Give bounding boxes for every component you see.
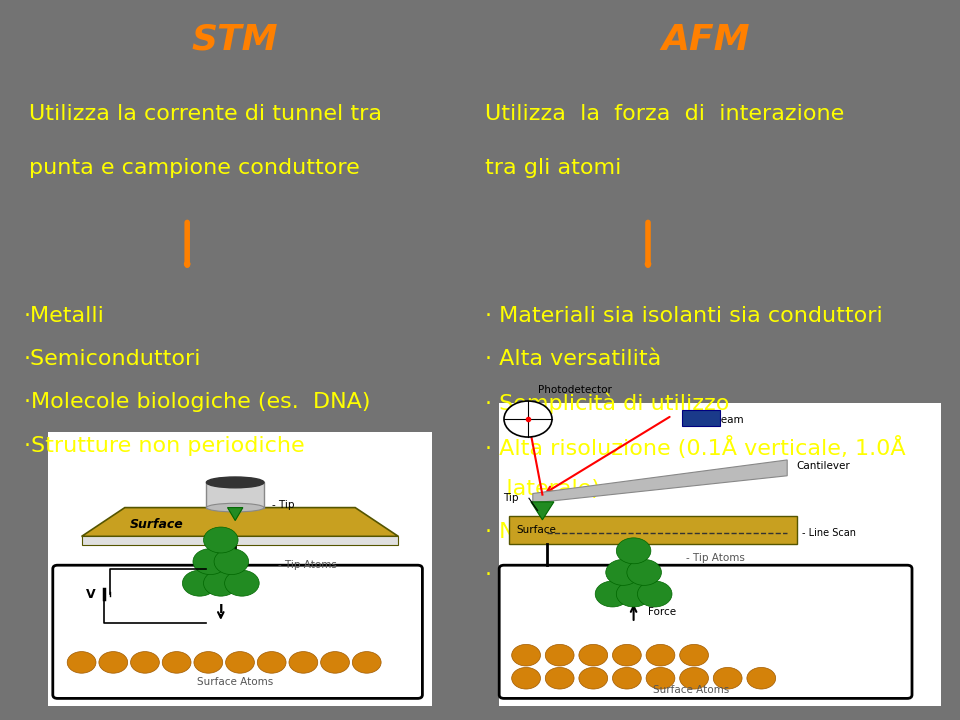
FancyBboxPatch shape (499, 565, 912, 698)
Circle shape (214, 549, 249, 575)
Text: punta e campione conduttore: punta e campione conduttore (29, 158, 360, 179)
Ellipse shape (206, 477, 264, 488)
Text: Utilizza  la  forza  di  interazione: Utilizza la forza di interazione (485, 104, 844, 125)
Text: - Tip Atoms: - Tip Atoms (686, 553, 745, 563)
Circle shape (289, 652, 318, 673)
Polygon shape (82, 508, 398, 536)
Circle shape (321, 652, 349, 673)
Text: · Materiali sia isolanti sia conduttori: · Materiali sia isolanti sia conduttori (485, 306, 882, 326)
FancyBboxPatch shape (682, 410, 720, 426)
Circle shape (352, 652, 381, 673)
Circle shape (545, 644, 574, 666)
Text: Force: Force (648, 607, 676, 617)
Circle shape (67, 652, 96, 673)
Circle shape (194, 652, 223, 673)
Text: ·Semiconduttori: ·Semiconduttori (24, 349, 202, 369)
Text: Tip: Tip (503, 493, 518, 503)
Circle shape (131, 652, 159, 673)
Polygon shape (531, 502, 554, 520)
Text: Cantilever: Cantilever (797, 461, 851, 471)
Polygon shape (533, 460, 787, 503)
Circle shape (545, 667, 574, 689)
Circle shape (637, 581, 672, 607)
Text: · Semplicità di utilizzo: · Semplicità di utilizzo (485, 392, 730, 414)
Text: - Tip Atoms: - Tip Atoms (278, 560, 337, 570)
Circle shape (226, 652, 254, 673)
Circle shape (612, 667, 641, 689)
Text: STM: STM (192, 22, 278, 57)
Circle shape (646, 667, 675, 689)
Text: · Non distruttività: · Non distruttività (485, 522, 680, 542)
Text: Laser Beam: Laser Beam (682, 415, 743, 426)
FancyBboxPatch shape (82, 536, 398, 545)
Polygon shape (228, 508, 243, 521)
Text: Surface Atoms: Surface Atoms (197, 677, 274, 687)
Text: V: V (86, 588, 96, 600)
Circle shape (606, 559, 640, 585)
Circle shape (747, 667, 776, 689)
Text: Surface Atoms: Surface Atoms (653, 685, 730, 695)
Text: AFM: AFM (661, 22, 750, 57)
Ellipse shape (206, 503, 264, 512)
Circle shape (713, 667, 742, 689)
Circle shape (612, 644, 641, 666)
Circle shape (616, 581, 651, 607)
Circle shape (204, 570, 238, 596)
Circle shape (182, 570, 217, 596)
Circle shape (193, 549, 228, 575)
Text: I: I (219, 603, 223, 616)
Circle shape (99, 652, 128, 673)
Text: Surface: Surface (130, 518, 183, 531)
Circle shape (257, 652, 286, 673)
Text: ·Strutture non periodiche: ·Strutture non periodiche (24, 436, 304, 456)
Circle shape (512, 644, 540, 666)
Text: Surface: Surface (516, 525, 557, 535)
Text: laterale): laterale) (485, 479, 600, 499)
Circle shape (225, 570, 259, 596)
Text: - Line Scan: - Line Scan (802, 528, 855, 538)
Circle shape (579, 644, 608, 666)
Circle shape (595, 581, 630, 607)
Circle shape (646, 644, 675, 666)
Circle shape (204, 527, 238, 553)
Text: · Nessuna preparazione del campione: · Nessuna preparazione del campione (485, 565, 905, 585)
FancyBboxPatch shape (48, 432, 432, 706)
Text: · Alta versatilità: · Alta versatilità (485, 349, 661, 369)
Text: Photodetector: Photodetector (538, 385, 612, 395)
Text: tra gli atomi: tra gli atomi (485, 158, 621, 179)
Text: ·Molecole biologiche (es.  DNA): ·Molecole biologiche (es. DNA) (24, 392, 371, 413)
FancyBboxPatch shape (53, 565, 422, 698)
FancyBboxPatch shape (206, 482, 264, 508)
Polygon shape (509, 516, 797, 544)
Text: · Alta risoluzione (0.1Å verticale, 1.0Å: · Alta risoluzione (0.1Å verticale, 1.0Å (485, 436, 905, 459)
Text: - Tip: - Tip (272, 500, 294, 510)
Text: ·Metalli: ·Metalli (24, 306, 105, 326)
Circle shape (579, 667, 608, 689)
Circle shape (512, 667, 540, 689)
Circle shape (616, 538, 651, 564)
Circle shape (627, 559, 661, 585)
Circle shape (162, 652, 191, 673)
Circle shape (680, 644, 708, 666)
FancyBboxPatch shape (499, 403, 941, 706)
Text: Utilizza la corrente di tunnel tra: Utilizza la corrente di tunnel tra (29, 104, 382, 125)
Circle shape (680, 667, 708, 689)
Circle shape (504, 401, 552, 437)
